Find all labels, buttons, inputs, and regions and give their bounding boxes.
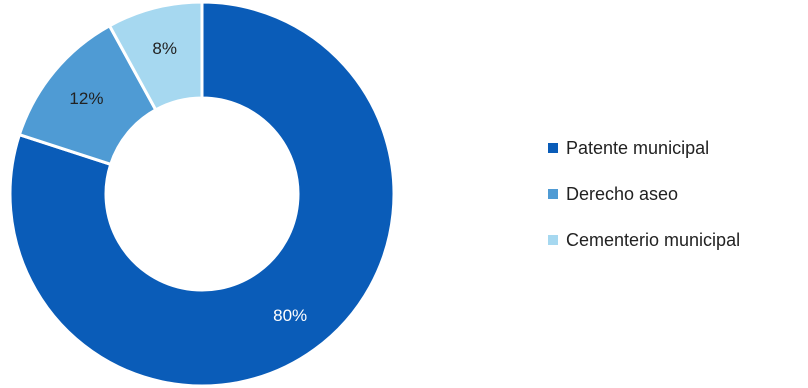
slice-label: 8% <box>152 39 177 58</box>
slice-cementerio-municipal <box>107 0 204 112</box>
legend: Patente municipal Derecho aseo Cementerio … <box>548 138 740 250</box>
legend-swatch <box>548 143 558 153</box>
slice-label: 12% <box>69 89 103 108</box>
legend-swatch <box>548 189 558 199</box>
slice-labels: 80% 12% 8% <box>69 39 307 325</box>
donut-slices <box>8 0 396 388</box>
legend-label: Cementerio municipal <box>566 230 740 250</box>
slice-patente-municipal <box>8 0 396 388</box>
legend-label: Patente municipal <box>566 138 709 158</box>
slice-label: 80% <box>273 306 307 325</box>
legend-label: Derecho aseo <box>566 184 678 204</box>
legend-swatch <box>548 235 558 245</box>
